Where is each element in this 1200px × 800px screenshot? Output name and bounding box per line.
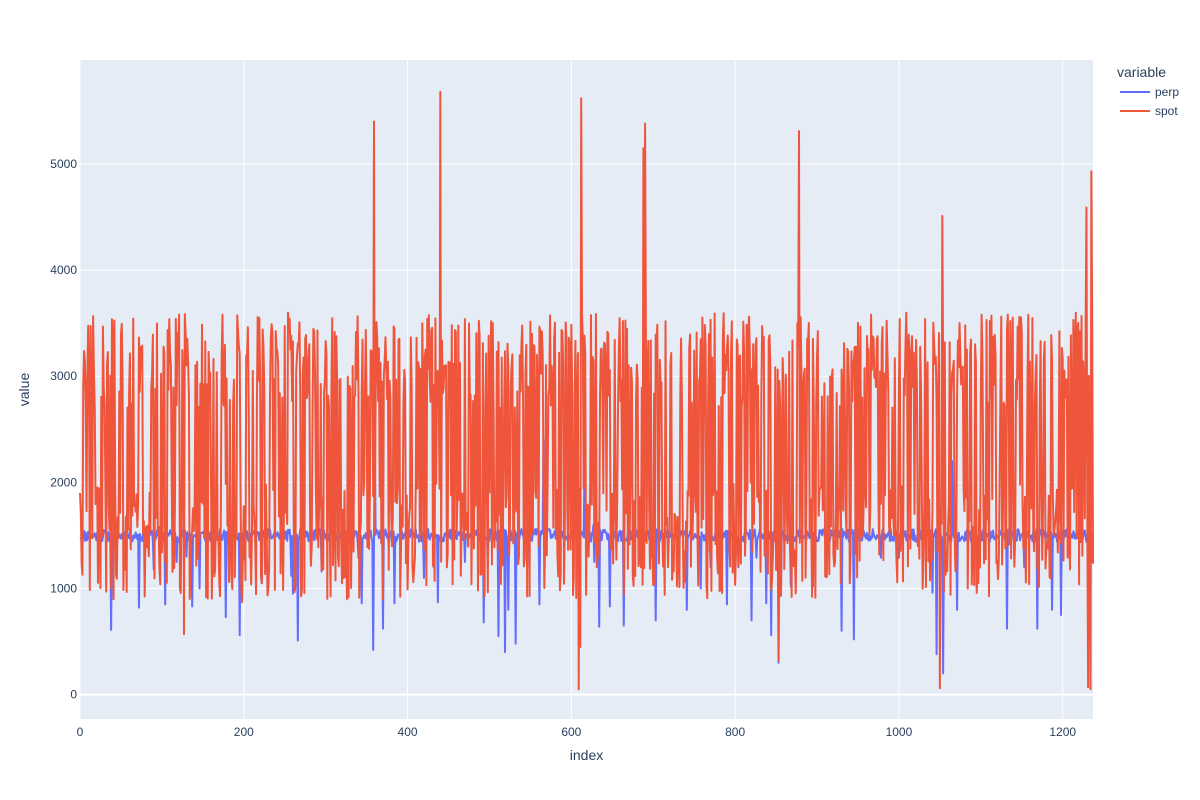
x-axis-title: index <box>570 747 603 763</box>
series-line-spot[interactable] <box>79 90 1094 691</box>
legend-title: variable <box>1117 64 1166 80</box>
legend-item-perp[interactable]: perp <box>1120 85 1179 99</box>
x-tick-label: 0 <box>77 725 84 739</box>
series-layer <box>79 90 1094 691</box>
y-axis-title: value <box>16 373 32 407</box>
y-tick-label: 2000 <box>50 475 77 489</box>
y-tick-label: 1000 <box>50 581 77 595</box>
legend-label: spot <box>1155 104 1178 118</box>
x-tick-label: 1000 <box>886 725 913 739</box>
legend-label: perp <box>1155 85 1179 99</box>
x-tick-label: 200 <box>234 725 254 739</box>
legend[interactable]: variable perp spot <box>1117 64 1179 118</box>
x-tick-label: 1200 <box>1049 725 1076 739</box>
legend-item-spot[interactable]: spot <box>1120 104 1178 118</box>
y-tick-label: 5000 <box>50 157 77 171</box>
y-axis-ticks: 0 1000 2000 3000 4000 5000 <box>50 157 77 702</box>
x-tick-label: 400 <box>398 725 418 739</box>
legend-items[interactable]: perp spot <box>1120 85 1179 118</box>
y-tick-label: 3000 <box>50 369 77 383</box>
y-tick-label: 0 <box>70 688 77 702</box>
x-axis-ticks: 0 200 400 600 800 1000 1200 <box>77 725 1077 739</box>
x-tick-label: 600 <box>561 725 581 739</box>
x-tick-label: 800 <box>725 725 745 739</box>
y-tick-label: 4000 <box>50 263 77 277</box>
